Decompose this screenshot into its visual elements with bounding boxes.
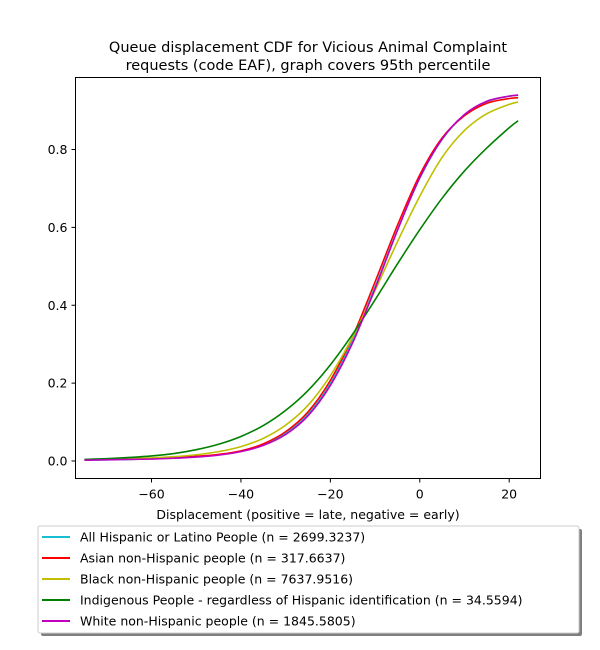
legend-label: White non-Hispanic people (n = 1845.5805…	[80, 614, 356, 629]
x-tick-label: 0	[416, 487, 424, 502]
y-tick-label: 0.8	[48, 142, 68, 157]
plot-frame	[75, 77, 541, 479]
x-tick-label: −60	[138, 487, 164, 502]
series-line-4	[84, 120, 519, 461]
legend-label: Indigenous People - regardless of Hispan…	[80, 593, 523, 608]
x-tick-label: 20	[501, 487, 517, 502]
legend-label: All Hispanic or Latino People (n = 2699.…	[80, 530, 365, 545]
y-tick-label: 0.4	[48, 298, 68, 313]
legend: All Hispanic or Latino People (n = 2699.…	[37, 525, 582, 636]
series-line-1	[84, 94, 519, 461]
series-line-3	[84, 101, 519, 461]
y-tick-label: 0.6	[48, 220, 68, 235]
chart-title-line-1: Queue displacement CDF for Vicious Anima…	[109, 40, 507, 56]
legend-items: All Hispanic or Latino People (n = 2699.…	[42, 530, 523, 629]
series-layer	[84, 94, 519, 461]
y-tick-label: 0.2	[48, 376, 68, 391]
x-axis-label: Displacement (positive = late, negative …	[156, 507, 459, 522]
y-tick-label: 0.0	[48, 453, 68, 468]
legend-label: Asian non-Hispanic people (n = 317.6637)	[80, 551, 345, 566]
legend-label: Black non-Hispanic people (n = 7637.9516…	[80, 572, 353, 587]
x-axis-ticks: −60 −40 −20 0 20	[138, 478, 517, 502]
x-tick-label: −40	[228, 487, 254, 502]
legend-box	[37, 525, 580, 634]
series-line-2	[84, 96, 519, 461]
x-tick-label: −20	[317, 487, 343, 502]
series-line-5	[84, 94, 519, 461]
chart-title-line-2: requests (code EAF), graph covers 95th p…	[126, 58, 491, 74]
y-axis-ticks: 0.0 0.2 0.4 0.6 0.8	[48, 142, 76, 468]
